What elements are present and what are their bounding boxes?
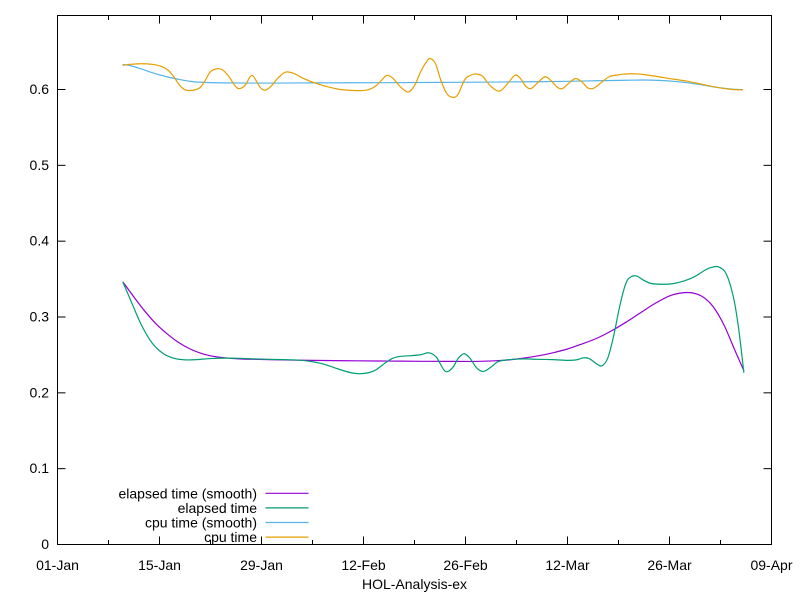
x-tick-label: 26-Mar <box>647 557 692 573</box>
y-tick-label: 0.2 <box>30 384 50 400</box>
plot-border <box>57 15 772 545</box>
legend-item: cpu time (smooth) <box>145 515 309 531</box>
x-tick-label: 09-Apr <box>750 557 792 573</box>
x-tick-label: 01-Jan <box>36 557 79 573</box>
x-tick-label: 12-Feb <box>341 557 386 573</box>
x-axis-title: HOL-Analysis-ex <box>362 576 467 592</box>
y-tick-label: 0.6 <box>30 81 50 97</box>
x-tick-label: 29-Jan <box>240 557 283 573</box>
legend-label: cpu time <box>204 529 257 545</box>
y-tick-label: 0.3 <box>30 309 50 325</box>
legend-label: cpu time (smooth) <box>145 515 257 531</box>
legend-item: cpu time <box>204 529 309 545</box>
legend-label: elapsed time (smooth) <box>118 485 257 501</box>
y-tick-label: 0.1 <box>30 460 50 476</box>
series-line-cpu-time-smooth <box>122 63 743 91</box>
legend-item: elapsed time <box>178 500 309 516</box>
x-tick-label: 15-Jan <box>138 557 181 573</box>
legend-label: elapsed time <box>178 500 258 516</box>
x-tick-label: 26-Feb <box>443 557 488 573</box>
x-tick-label: 12-Mar <box>545 557 590 573</box>
y-tick-label: 0.4 <box>30 233 50 249</box>
y-tick-label: 0 <box>41 536 49 552</box>
legend-item: elapsed time (smooth) <box>118 485 309 501</box>
y-tick-label: 0.5 <box>30 157 50 173</box>
series-line-cpu-time <box>122 57 743 98</box>
series-line-elapsed-time-smooth <box>122 281 745 372</box>
series-line-elapsed-time <box>122 265 745 375</box>
